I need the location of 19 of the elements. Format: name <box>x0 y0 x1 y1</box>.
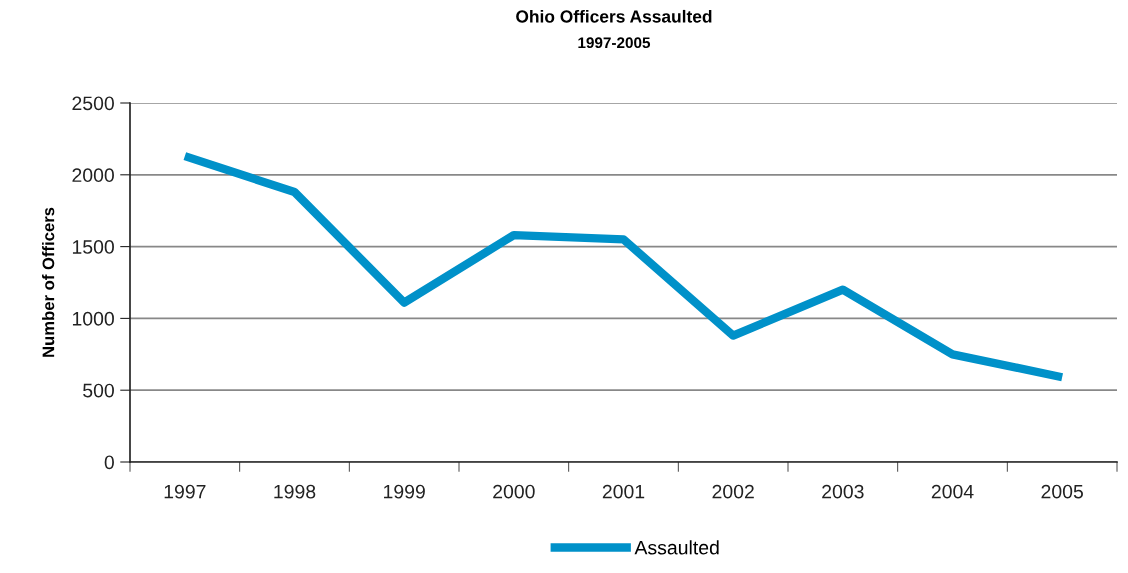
x-tick-label: 2001 <box>602 484 645 499</box>
y-axis-title: Number of Officers <box>42 207 55 357</box>
chart-title: Ohio Officers Assaulted <box>516 9 712 23</box>
y-tick-label: 500 <box>83 383 114 398</box>
x-tick-label: 2000 <box>493 484 535 499</box>
x-tick-label: 2005 <box>1041 484 1083 499</box>
x-tick-label: 2003 <box>822 484 864 499</box>
x-tick-label: 2002 <box>712 484 754 499</box>
x-tick-label: 1999 <box>384 484 425 499</box>
y-tick-label: 1000 <box>72 311 114 326</box>
x-tick-label: 1997 <box>164 484 206 499</box>
x-tick-label: 1998 <box>274 484 316 499</box>
y-tick-label: 0 <box>104 455 114 470</box>
y-tick-label: 2000 <box>72 168 114 183</box>
y-tick-label: 2500 <box>72 96 114 111</box>
legend-label: Assaulted <box>634 540 719 555</box>
y-tick-label: 1500 <box>72 240 114 254</box>
x-tick-label: 2004 <box>931 484 974 499</box>
chart-subtitle: 1997-2005 <box>578 37 651 49</box>
